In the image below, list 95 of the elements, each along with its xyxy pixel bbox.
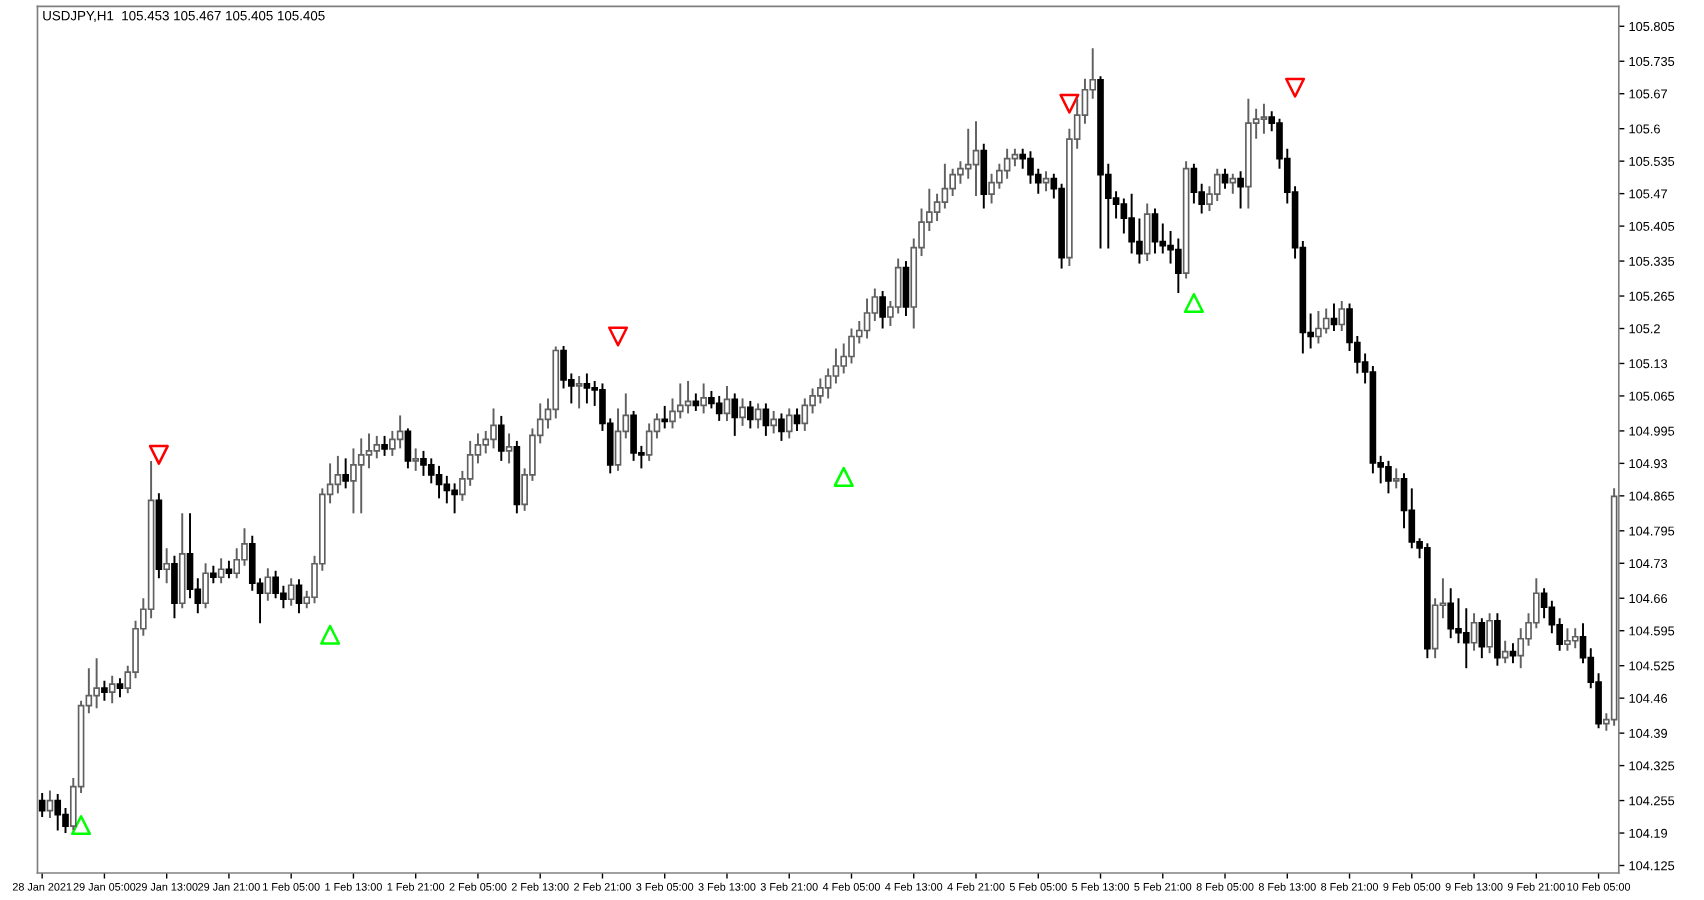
candlestick <box>334 454 342 495</box>
candlestick <box>482 429 490 455</box>
point <box>148 444 169 465</box>
candlestick <box>1486 612 1493 655</box>
candlestick <box>1509 642 1517 665</box>
candlestick <box>630 409 637 462</box>
candlestick <box>272 569 279 600</box>
candlestick <box>1478 617 1486 660</box>
candlestick <box>1322 307 1330 335</box>
point <box>320 624 341 645</box>
candlestick <box>93 657 100 710</box>
candlestick <box>1237 170 1244 210</box>
candlestick <box>1564 627 1571 652</box>
candlestick <box>941 162 949 210</box>
candlestick <box>1540 587 1548 620</box>
candlestick <box>1190 162 1198 205</box>
candlestick <box>451 482 458 515</box>
candlestick <box>1120 197 1128 235</box>
candlestick <box>824 367 832 400</box>
candlestick <box>412 447 420 472</box>
point <box>607 326 629 347</box>
candlestick <box>490 407 497 450</box>
candlestick <box>1338 300 1346 332</box>
candlestick <box>661 404 669 430</box>
candlestick <box>466 439 474 487</box>
candlestick <box>1315 310 1322 345</box>
candlestick <box>101 679 108 702</box>
candlestick <box>342 457 349 490</box>
candlestick <box>676 382 684 420</box>
point <box>1183 292 1204 314</box>
candlestick <box>863 297 871 340</box>
candlestick <box>1571 627 1579 650</box>
candlestick <box>1392 467 1400 490</box>
candlestick <box>505 432 513 465</box>
candlestick <box>832 347 840 385</box>
candlestick <box>1213 167 1221 203</box>
candlestick <box>894 257 902 315</box>
candlestick <box>1501 639 1509 665</box>
candlestick <box>848 327 855 365</box>
candlestick <box>1175 237 1182 295</box>
candlestick <box>497 414 505 462</box>
candlestick <box>778 412 785 442</box>
candlestick <box>108 674 116 705</box>
candlestick <box>116 677 124 699</box>
candlestick <box>801 397 809 432</box>
candlestick <box>739 397 746 427</box>
candlestick <box>731 392 739 437</box>
candlestick <box>1260 102 1268 135</box>
candlestick <box>715 394 723 422</box>
candlestick <box>233 547 241 580</box>
candlestick <box>746 399 754 430</box>
candlestick <box>54 793 62 832</box>
candlestick <box>645 422 653 462</box>
candlestick <box>770 409 777 435</box>
candlestick <box>357 437 365 515</box>
candlestick <box>785 407 793 440</box>
candlestick <box>614 407 622 472</box>
point <box>1059 93 1080 114</box>
candlestick <box>575 374 583 410</box>
candlestick <box>171 554 178 620</box>
candlestick <box>700 382 707 415</box>
candlestick <box>1229 172 1237 195</box>
candlestick <box>879 290 886 330</box>
candlestick <box>1143 202 1151 263</box>
candlestick <box>980 142 988 210</box>
point <box>833 466 854 487</box>
candlestick <box>1517 627 1525 670</box>
candlestick <box>202 562 209 610</box>
candlestick <box>381 434 388 457</box>
candlestick <box>1494 612 1501 667</box>
candlestick <box>1019 147 1027 170</box>
candlestick <box>1470 612 1478 652</box>
candlestick <box>1447 587 1455 640</box>
candlestick <box>163 547 170 585</box>
candlestick <box>373 434 381 460</box>
point <box>71 815 92 836</box>
candlestick <box>583 372 591 405</box>
candlestick <box>287 577 295 607</box>
point <box>1285 77 1306 98</box>
candlestick <box>435 464 443 500</box>
candlestick <box>1431 597 1439 660</box>
candlestick <box>295 578 303 615</box>
candlestick <box>365 432 373 470</box>
candlestick <box>217 557 225 585</box>
candlestick <box>933 192 941 223</box>
candlestick <box>186 512 194 600</box>
candlestick <box>902 260 910 317</box>
candlestick <box>264 567 272 602</box>
candlestick <box>988 172 995 205</box>
candlestick <box>1151 207 1159 255</box>
candlestick <box>840 342 848 375</box>
candlestick <box>420 449 427 477</box>
candlestick <box>1385 459 1392 495</box>
candlestick <box>1462 607 1470 670</box>
candlestick <box>404 427 412 470</box>
